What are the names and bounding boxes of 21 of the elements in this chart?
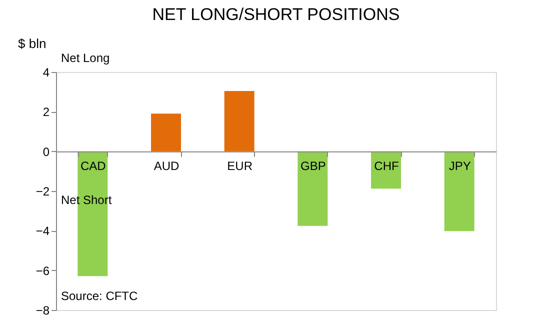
y-tick-label: 0 [42,144,50,159]
x-tick-label: GBP [300,158,326,173]
x-tick-label: JPY [448,158,471,173]
chart-title: NET LONG/SHORT POSITIONS [152,5,400,24]
x-tick-label: AUD [154,158,180,173]
x-tick-label: EUR [227,158,253,173]
bar [444,151,474,232]
y-tick-label: 4 [42,66,50,80]
annotation: Source: CFTC [61,289,138,304]
bar [298,151,328,226]
text: Net Long [61,51,110,65]
y-tick-label: −8 [36,304,50,318]
x-tick-label: CAD [80,158,106,173]
x-tick-label: CHF [374,158,399,173]
y-tick-label: 2 [42,105,50,120]
y-tick-label: −2 [36,184,50,198]
y-tick-label: −4 [36,224,50,238]
bar [224,91,254,152]
y-tick-label: −6 [36,264,50,278]
y-axis-title: $ bln [18,36,46,51]
bar [151,114,181,152]
